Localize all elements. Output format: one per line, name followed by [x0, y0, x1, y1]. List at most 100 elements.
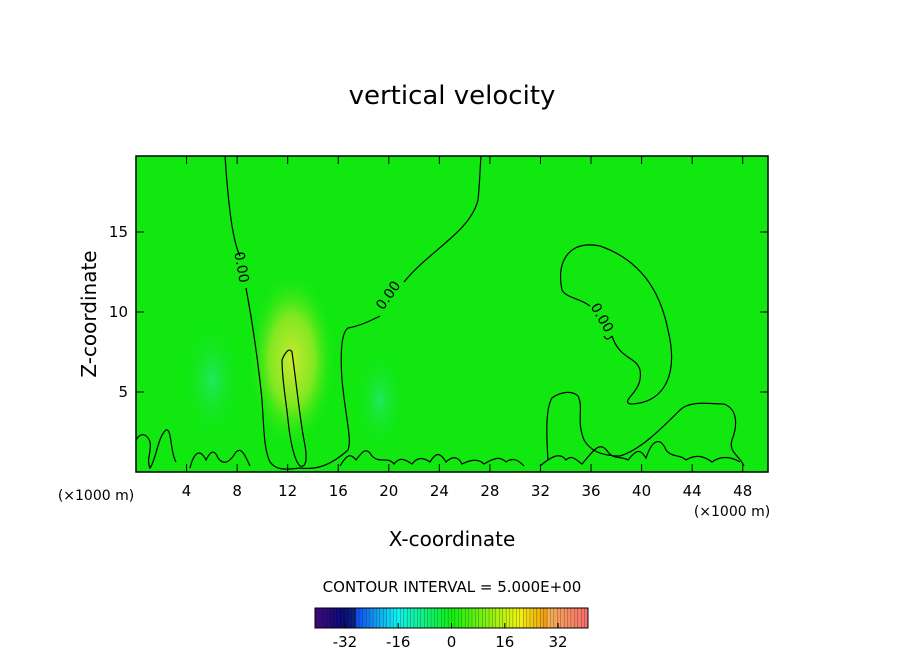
- colorbar-band: [434, 607, 439, 629]
- colorbar-band: [441, 607, 446, 629]
- contour-line: [546, 244, 745, 467]
- field-shading: [355, 350, 405, 450]
- colorbar-band: [410, 607, 415, 629]
- colorbar-band: [458, 607, 463, 629]
- colorbar-band: [321, 607, 326, 629]
- colorbar-band: [413, 607, 418, 629]
- colorbar-band: [550, 607, 555, 629]
- colorbar-band: [574, 607, 579, 629]
- colorbar-band: [314, 607, 319, 629]
- colorbar-band: [546, 607, 551, 629]
- y-tick-label: 5: [118, 383, 128, 401]
- x-tick-label: 8: [232, 482, 242, 500]
- x-tick-label: 40: [632, 482, 651, 500]
- colorbar-band: [383, 607, 388, 629]
- x-tick-label: 16: [329, 482, 348, 500]
- x-unit-label: (×1000 m): [694, 504, 770, 520]
- colorbar-band: [536, 607, 541, 629]
- x-tick-label: 20: [379, 482, 398, 500]
- colorbar-band: [348, 607, 353, 629]
- colorbar-band: [488, 607, 493, 629]
- colorbar-band: [475, 607, 480, 629]
- colorbar-band: [406, 607, 412, 629]
- colorbar-band: [325, 607, 330, 629]
- colorbar-band: [345, 607, 350, 629]
- colorbar-band: [516, 607, 521, 629]
- colorbar-band: [570, 607, 575, 629]
- colorbar-tick-label: -32: [333, 633, 358, 651]
- colorbar-tick-label: -16: [386, 633, 411, 651]
- colorbar-band: [328, 607, 333, 629]
- x-tick-label: 48: [733, 482, 752, 500]
- colorbar-tick-label: 32: [548, 633, 567, 651]
- y-axis-label: Z-coordinate: [77, 250, 101, 377]
- colorbar-tick-label: 16: [495, 633, 514, 651]
- colorbar-band: [424, 607, 429, 629]
- colorbar-band: [577, 607, 582, 629]
- plot-frame: [135, 155, 769, 473]
- colorbar-band: [464, 607, 470, 629]
- colorbar-band: [393, 607, 398, 629]
- colorbar-band: [533, 607, 538, 629]
- colorbar-band: [505, 607, 510, 629]
- colorbar-band: [509, 607, 514, 629]
- colorbar-band: [369, 607, 374, 629]
- colorbar-band: [379, 607, 384, 629]
- colorbar-band: [563, 607, 568, 629]
- x-unit-label: (×1000 m): [58, 488, 134, 504]
- colorbar-band: [372, 607, 377, 629]
- colorbar-band: [581, 607, 586, 629]
- colorbar-band: [499, 607, 504, 629]
- colorbar-band: [331, 607, 336, 629]
- colorbar-band: [444, 607, 449, 629]
- colorbar-band: [403, 607, 408, 629]
- colorbar-band: [420, 607, 425, 629]
- x-tick-label: 36: [581, 482, 600, 500]
- colorbar-band: [400, 607, 405, 629]
- colorbar-band: [567, 607, 572, 629]
- contour-line: [281, 349, 307, 467]
- contour-interval: CONTOUR INTERVAL = 5.000E+00: [323, 578, 582, 596]
- colorbar-band: [352, 607, 357, 629]
- x-axis-label: X-coordinate: [389, 527, 516, 551]
- contour-line: [135, 429, 741, 470]
- contour-label: 0.00: [230, 251, 251, 284]
- chart-title: vertical velocity: [349, 81, 556, 111]
- colorbar-band: [366, 607, 371, 629]
- colorbar-band: [482, 607, 487, 629]
- colorbar-band: [526, 607, 531, 629]
- colorbar-band: [376, 607, 381, 629]
- colorbar-band: [359, 607, 364, 629]
- colorbar-band: [417, 607, 422, 629]
- x-tick-label: 12: [278, 482, 297, 500]
- colorbar-band: [335, 607, 340, 629]
- colorbar-band: [471, 607, 476, 629]
- colorbar-band: [529, 607, 534, 629]
- colorbar-tick-label: 0: [447, 633, 457, 651]
- colorbar-band: [519, 607, 524, 629]
- colorbar-band: [461, 607, 466, 629]
- field-shading: [182, 320, 242, 440]
- colorbar-band: [355, 607, 360, 629]
- x-tick-label: 24: [430, 482, 449, 500]
- y-tick-label: 15: [109, 223, 128, 241]
- field-shading: [247, 270, 337, 450]
- y-tick-label: 10: [109, 303, 128, 321]
- colorbar-band: [478, 607, 483, 629]
- colorbar-band: [468, 607, 473, 629]
- x-tick-label: 44: [683, 482, 702, 500]
- x-tick-label: 32: [531, 482, 550, 500]
- colorbar-band: [454, 607, 459, 629]
- plot-area: [135, 155, 769, 473]
- colorbar-band: [396, 607, 401, 629]
- colorbar: -32 -16 0 16 32: [314, 607, 589, 651]
- x-tick-label: 4: [182, 482, 192, 500]
- x-tick-label: 28: [480, 482, 499, 500]
- colorbar-band: [451, 607, 456, 629]
- colorbar-band: [495, 607, 500, 629]
- colorbar-band: [430, 607, 435, 629]
- field: [136, 156, 768, 472]
- colorbar-band: [437, 607, 442, 629]
- colorbar-band: [362, 607, 367, 629]
